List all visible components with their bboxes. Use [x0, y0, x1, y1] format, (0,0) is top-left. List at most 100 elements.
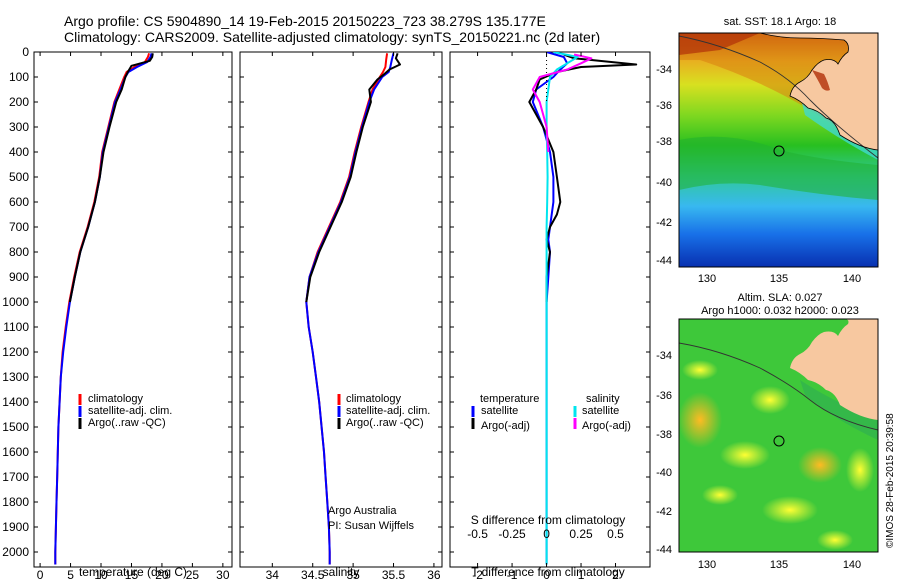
depth-tick-label: 1700 — [2, 470, 29, 484]
salinity-legend: climatology satellite-adj. clim. Argo(..… — [337, 393, 430, 429]
x-tick-label: -1 — [507, 568, 518, 580]
sst-ytick: -36 — [656, 100, 672, 112]
depth-tick-label: 2000 — [2, 545, 29, 559]
imos-credit: ©IMOS 28-Feb-2015 20:39:58 — [885, 413, 896, 548]
legend-s-argo: Argo(-adj) — [582, 420, 631, 432]
pi-annotation: PI: Susan Wijffels — [328, 520, 414, 532]
depth-axis: 0 100 200 300 400 500 600 700 800 900 1000 1100 1200… — [2, 45, 650, 559]
top-tick-label: -0.25 — [498, 527, 526, 541]
depth-tick-label: 1900 — [2, 520, 29, 534]
x-tick-label: 10 — [94, 568, 108, 580]
sst-map-xticks: 130 135 140 — [698, 273, 861, 285]
depth-tick-label: 500 — [9, 170, 29, 184]
sla-ytick: -42 — [656, 506, 672, 518]
depth-tick-label: 900 — [9, 270, 29, 284]
temperature-panel-frame — [33, 51, 233, 568]
legend-title-salinity: salinity — [586, 393, 620, 405]
salinity-legend-satellite: satellite-adj. clim. — [346, 405, 430, 417]
sla-ytick: -44 — [656, 544, 672, 556]
x-tick-label: 1 — [578, 568, 585, 580]
x-tick-label: 35 — [346, 568, 360, 580]
argo-australia-annotation: Argo Australia — [328, 505, 397, 517]
difference-xlabel: T difference from climatology — [471, 565, 625, 579]
temperature-legend: climatology satellite-adj. clim. Argo(..… — [78, 393, 172, 429]
sst-map-frame — [678, 32, 879, 268]
x-tick-label: 25 — [186, 568, 200, 580]
temperature-legend-satellite: satellite-adj. clim. — [88, 405, 172, 417]
depth-tick-label: 800 — [9, 245, 29, 259]
difference-panel-frame — [449, 51, 651, 568]
sla-xtick: 140 — [843, 559, 861, 571]
x-tick-label: 34.5 — [301, 568, 325, 580]
series-line-2-1 — [528, 53, 638, 302]
temperature-legend-climatology: climatology — [88, 393, 144, 405]
sla-ytick: -36 — [656, 390, 672, 402]
depth-tick-label: 200 — [9, 95, 29, 109]
salinity-xlabel: salinity — [323, 565, 360, 579]
salinity-legend-climatology: climatology — [346, 393, 402, 405]
sst-ytick: -34 — [656, 64, 672, 76]
depth-tick-label: 1500 — [2, 420, 29, 434]
sla-map-title-2: Argo h1000: 0.032 h2000: 0.023 — [701, 305, 859, 317]
sla-xtick: 130 — [698, 559, 716, 571]
depth-tick-label: 1100 — [3, 320, 29, 334]
sla-map-xticks: 130 135 140 — [698, 559, 861, 571]
depth-tick-label: 1600 — [2, 445, 29, 459]
series-line-1-1 — [305, 53, 395, 565]
series-line-1-0 — [305, 53, 389, 565]
depth-tick-label: 300 — [9, 120, 29, 134]
sla-map — [679, 319, 878, 552]
x-tick-label: 30 — [216, 568, 230, 580]
temperature-legend-argo: Argo(..raw -QC) — [88, 417, 166, 429]
sst-ytick: -42 — [656, 217, 672, 229]
sst-xtick: 135 — [770, 273, 788, 285]
top-tick-label: -0.5 — [467, 527, 488, 541]
depth-tick-label: 1300 — [2, 370, 29, 384]
sst-ytick: -38 — [656, 136, 672, 148]
salinity-panel-frame — [239, 51, 443, 568]
sla-ytick: -40 — [656, 467, 672, 479]
sst-ytick: -40 — [656, 177, 672, 189]
difference-series — [528, 52, 638, 565]
series-line-2-3 — [531, 53, 593, 153]
top-tick-label: 0 — [543, 527, 550, 541]
x-tick-label: 34 — [266, 568, 280, 580]
depth-tick-label: 1200 — [2, 345, 29, 359]
x-tick-label: -2 — [472, 568, 483, 580]
x-tick-label: 0 — [37, 568, 44, 580]
depth-tick-label: 0 — [22, 45, 29, 59]
sla-argo-location-marker — [773, 435, 785, 447]
salinity-series — [305, 52, 401, 565]
difference-x-axis: -2 -1 0 1 2 -0.5 -0.25 0 0.25 0.5 — [467, 52, 624, 580]
sst-ytick: -44 — [656, 255, 672, 267]
climatology-title: Climatology: CARS2009. Satellite-adjuste… — [64, 29, 601, 45]
sst-xtick: 130 — [698, 273, 716, 285]
temperature-series — [54, 52, 154, 565]
difference-top-xlabel: S difference from climatology — [471, 513, 626, 527]
sla-ytick: -34 — [656, 350, 672, 362]
sla-ytick: -38 — [656, 429, 672, 441]
top-tick-label: 0.5 — [607, 527, 624, 541]
difference-legend: temperature salinity satellite Argo(-adj… — [471, 393, 631, 432]
x-tick-label: 5 — [67, 568, 74, 580]
x-tick-label: 2 — [612, 568, 619, 580]
series-line-1-2 — [305, 52, 401, 303]
legend-t-argo: Argo(-adj) — [481, 420, 530, 432]
depth-tick-label: 1400 — [2, 395, 29, 409]
x-tick-label: 20 — [155, 568, 169, 580]
sst-map — [679, 33, 878, 267]
depth-tick-label: 100 — [9, 70, 29, 84]
legend-t-satellite: satellite — [481, 405, 518, 417]
sla-map-frame — [678, 318, 879, 553]
sla-xtick: 135 — [770, 559, 788, 571]
series-line-0-2 — [68, 53, 154, 303]
sst-map-yticks: -34 -36 -38 -40 -42 -44 — [656, 64, 672, 267]
series-line-0-1 — [54, 52, 153, 565]
x-tick-label: 35.5 — [382, 568, 406, 580]
legend-title-temperature: temperature — [480, 393, 539, 405]
sst-xtick: 140 — [843, 273, 861, 285]
profile-title: Argo profile: CS 5904890_14 19-Feb-2015 … — [64, 13, 546, 29]
series-line-2-0 — [531, 52, 569, 565]
salinity-x-axis: 34 34.5 35 35.5 36 — [266, 52, 441, 580]
